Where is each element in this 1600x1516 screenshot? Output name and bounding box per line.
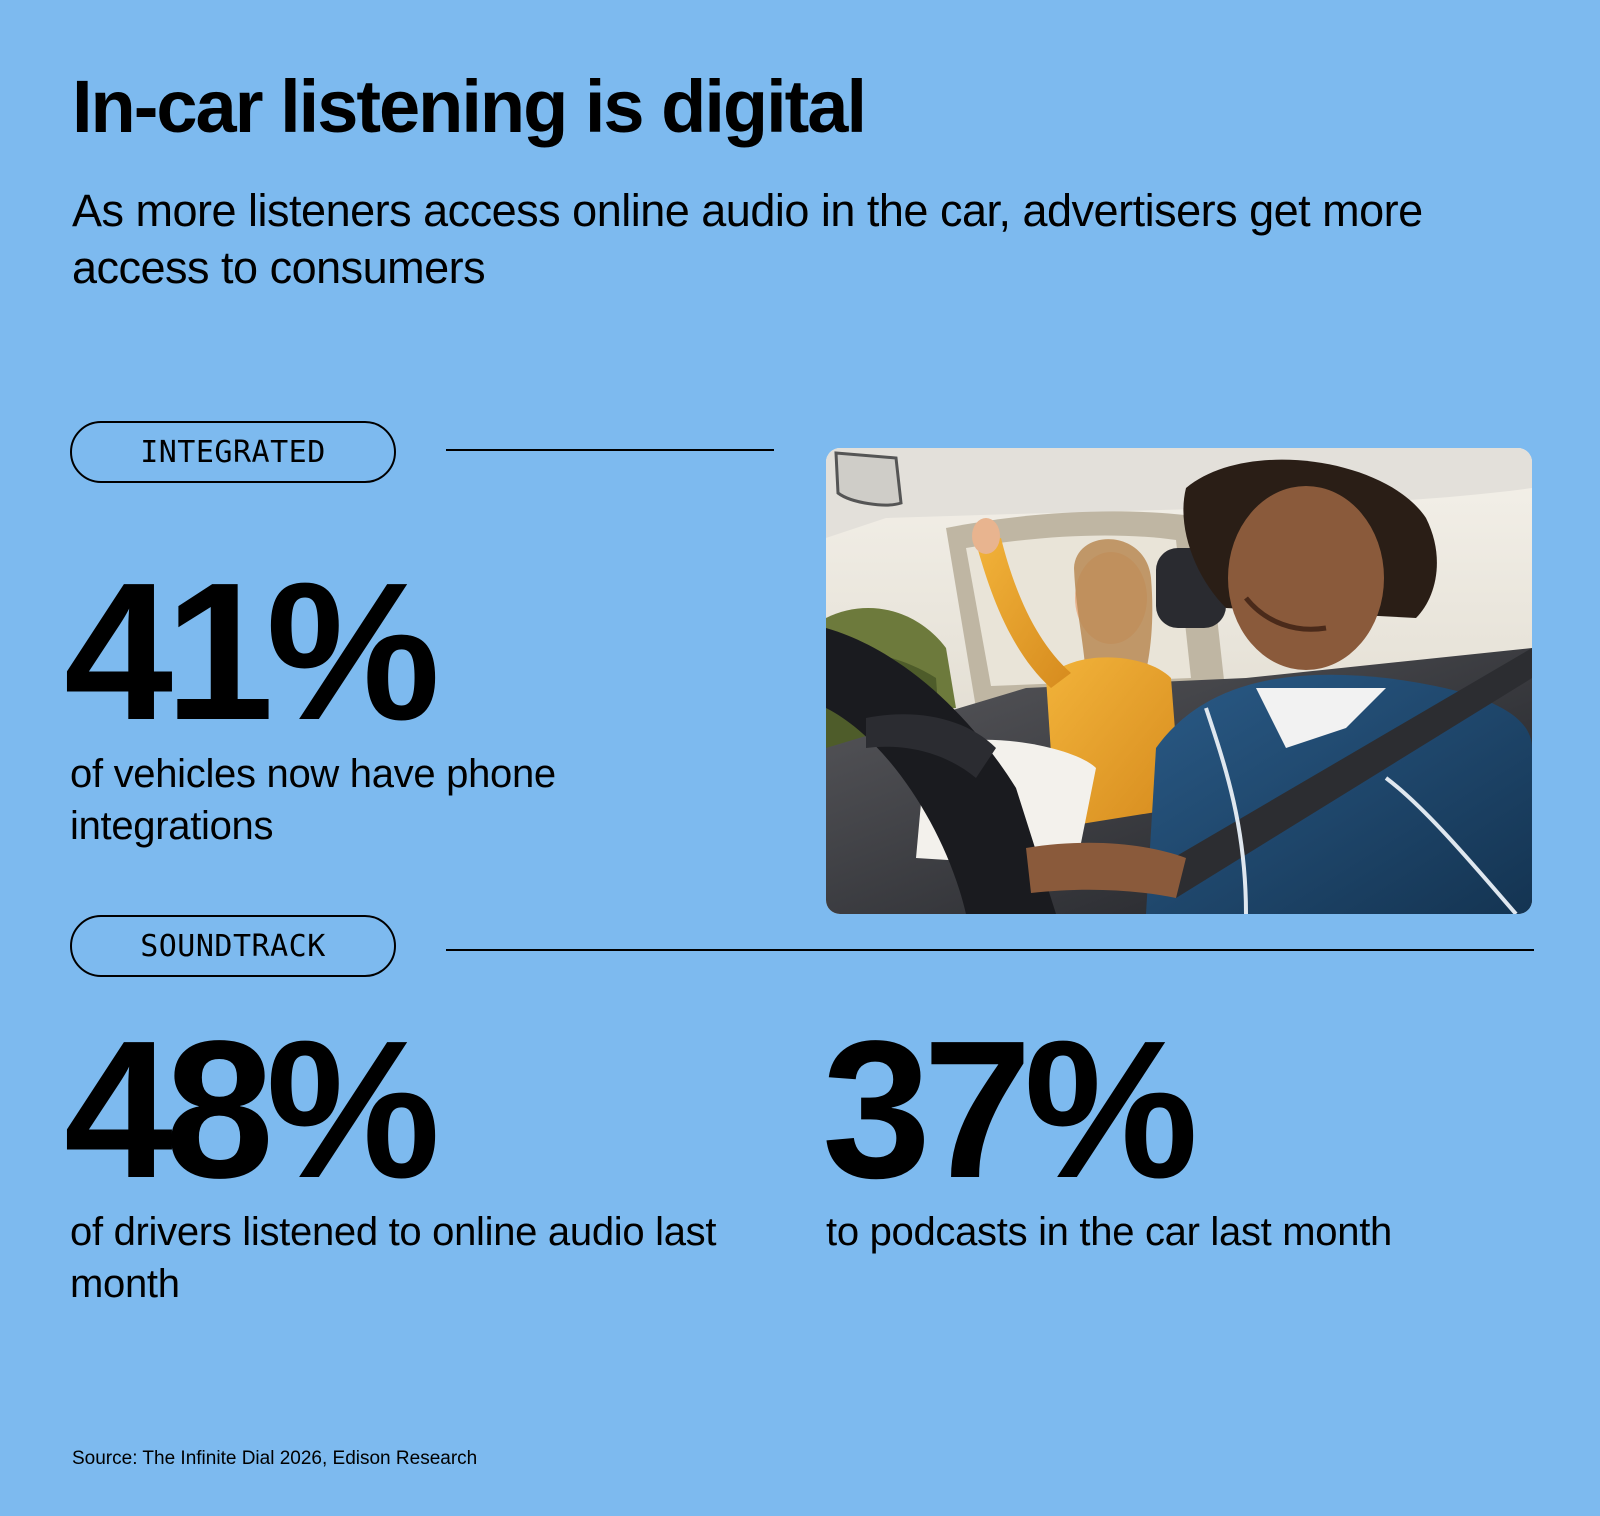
integrated-tag: INTEGRATED [70,421,396,483]
page-subtitle: As more listeners access online audio in… [72,185,1423,293]
stat-vehicles-value: 41% [64,542,440,761]
page-title: In-car listening is digital [72,65,867,148]
integrated-divider [446,449,774,451]
stat-drivers-label: of drivers listened to online audio last… [70,1210,717,1306]
soundtrack-divider [446,949,1534,951]
source-note: Source: The Infinite Dial 2026, Edison R… [72,1448,478,1469]
soundtrack-tag: SOUNDTRACK [70,915,396,977]
stat-podcasts-label: to podcasts in the car last month [826,1210,1392,1254]
stat-vehicles-label: of vehicles now have phone integrations [70,752,556,848]
car-passengers-photo [826,448,1532,914]
stat-drivers-value: 48% [64,1000,440,1219]
stat-podcasts-value: 37% [822,1000,1198,1219]
